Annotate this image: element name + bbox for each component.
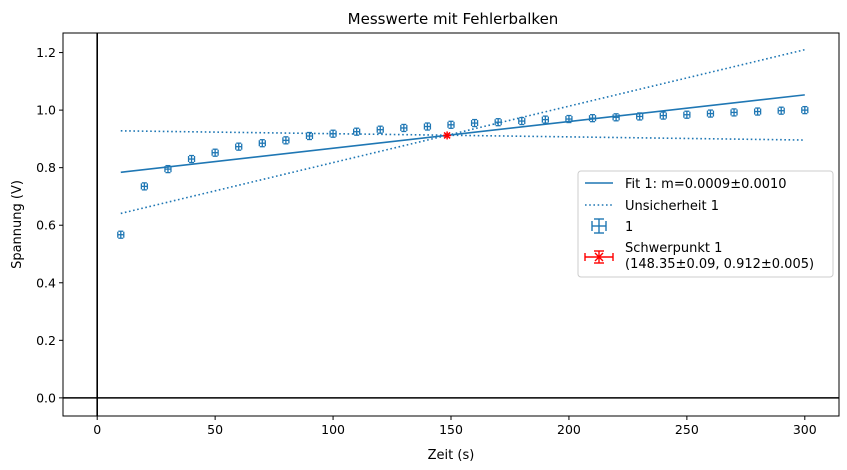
fit-line bbox=[120, 94, 805, 174]
chart-title: Messwerte mit Fehlerbalken bbox=[348, 10, 559, 28]
legend-fit-label: Fit 1: m=0.0009±0.0010 bbox=[625, 177, 787, 192]
data-point bbox=[801, 105, 809, 115]
legend: Fit 1: m=0.0009±0.0010 Unsicherheit 1 1 … bbox=[577, 170, 834, 278]
legend-uncertainty-label: Unsicherheit 1 bbox=[625, 199, 719, 214]
data-point bbox=[211, 148, 219, 157]
data-point bbox=[258, 139, 266, 148]
y-tick-label: 0.4 bbox=[36, 275, 56, 290]
x-tick-label: 0 bbox=[93, 422, 101, 437]
centroid-marker-b bbox=[443, 131, 451, 139]
x-tick-label: 150 bbox=[439, 422, 463, 437]
x-tick-label: 300 bbox=[793, 422, 817, 437]
data-point bbox=[683, 110, 691, 119]
data-point bbox=[753, 107, 762, 116]
y-axis-label: Spannung (V) bbox=[10, 180, 25, 269]
data-point bbox=[541, 115, 549, 124]
data-point bbox=[612, 113, 620, 122]
y-tick-label: 1.0 bbox=[36, 103, 56, 118]
data-point bbox=[659, 111, 667, 120]
legend-centroid-swatch bbox=[584, 250, 614, 264]
data-point bbox=[470, 118, 479, 128]
data-point bbox=[235, 142, 243, 151]
y-tick-label: 1.2 bbox=[36, 45, 56, 60]
y-tick-label: 0.0 bbox=[36, 390, 56, 405]
data-point bbox=[305, 131, 314, 141]
x-tick-label: 50 bbox=[207, 422, 223, 437]
legend-data-swatch bbox=[591, 218, 607, 234]
data-point bbox=[494, 118, 502, 127]
centroid-point bbox=[443, 131, 452, 140]
y-tick-label: 0.6 bbox=[36, 218, 56, 233]
data-point bbox=[400, 123, 408, 133]
data-point bbox=[282, 136, 290, 145]
data-point bbox=[423, 122, 432, 131]
data-point bbox=[447, 120, 455, 129]
uncertainty-line-2 bbox=[120, 130, 805, 141]
legend-centroid-label: Schwerpunkt 1 bbox=[625, 241, 722, 256]
data-point bbox=[353, 127, 361, 136]
x-tick-label: 200 bbox=[557, 422, 581, 437]
data-point bbox=[376, 125, 384, 134]
x-tick-label: 250 bbox=[675, 422, 699, 437]
data-point bbox=[730, 108, 738, 117]
data-point bbox=[706, 109, 715, 118]
y-tick-label: 0.2 bbox=[36, 333, 56, 348]
data-point bbox=[140, 182, 149, 191]
legend-data-label: 1 bbox=[625, 220, 633, 235]
y-tick-label: 0.8 bbox=[36, 160, 56, 175]
data-point bbox=[777, 106, 785, 115]
axis-ticks: 0 50 100 150 200 250 300 0.0 0.2 0.4 0.6 0.8 1.0 1.2 bbox=[36, 45, 817, 437]
x-axis-label: Zeit (s) bbox=[428, 448, 475, 463]
data-point bbox=[518, 116, 526, 126]
data-point bbox=[117, 230, 125, 239]
legend-box bbox=[577, 170, 834, 278]
plot-area bbox=[63, 33, 839, 416]
x-tick-label: 100 bbox=[321, 422, 345, 437]
data-point bbox=[187, 154, 196, 164]
legend-centroid-label-values: (148.35±0.09, 0.912±0.005) bbox=[625, 257, 814, 272]
